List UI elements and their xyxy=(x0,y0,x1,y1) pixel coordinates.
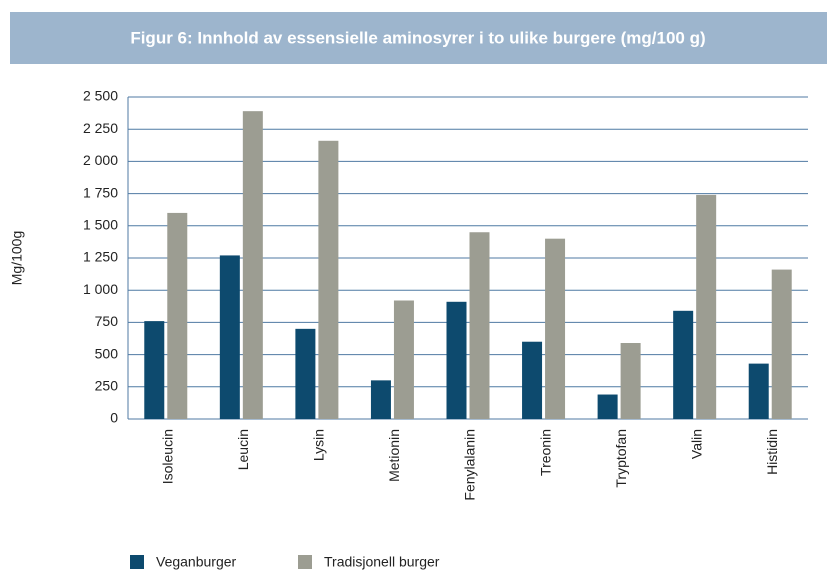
bar xyxy=(771,269,792,419)
chart-title: Figur 6: Innhold av essensielle aminosyr… xyxy=(130,28,705,47)
bar xyxy=(620,343,641,419)
x-tick-label: Metionin xyxy=(386,429,402,482)
y-tick-label: 2 250 xyxy=(83,120,118,136)
legend-label: Veganburger xyxy=(156,554,237,570)
y-tick-label: 1 250 xyxy=(83,249,118,265)
y-tick-label: 1 500 xyxy=(83,217,118,233)
bar xyxy=(318,140,339,420)
x-tick-label: Lysin xyxy=(311,429,327,461)
bar xyxy=(393,300,414,419)
x-tick-label: Tryptofan xyxy=(613,429,629,488)
title-banner xyxy=(10,12,827,64)
y-tick-label: 2 000 xyxy=(83,152,118,168)
bar xyxy=(522,341,543,419)
bar xyxy=(446,301,467,419)
bar xyxy=(696,194,717,419)
bar xyxy=(673,310,694,419)
bar xyxy=(469,232,490,419)
bar xyxy=(545,238,566,419)
bar xyxy=(748,363,769,419)
x-tick-label: Fenylalanin xyxy=(462,429,478,501)
x-tick-label: Isoleucin xyxy=(159,429,175,484)
legend-label: Tradisjonell burger xyxy=(324,554,440,570)
y-tick-label: 0 xyxy=(110,410,118,426)
y-tick-label: 2 500 xyxy=(83,88,118,104)
legend-swatch xyxy=(130,555,144,569)
bar xyxy=(370,380,391,419)
y-tick-label: 1 750 xyxy=(83,184,118,200)
bar xyxy=(295,328,316,419)
bar xyxy=(144,321,165,419)
bar xyxy=(219,255,240,419)
y-tick-label: 750 xyxy=(95,313,119,329)
y-tick-label: 250 xyxy=(95,378,119,394)
y-tick-label: 500 xyxy=(95,345,119,361)
x-tick-label: Valin xyxy=(688,429,704,459)
x-tick-label: Histidin xyxy=(764,429,780,475)
bar xyxy=(597,394,618,419)
x-tick-label: Treonin xyxy=(537,429,553,476)
y-tick-label: 1 000 xyxy=(83,281,118,297)
bar xyxy=(242,111,263,419)
x-tick-label: Leucin xyxy=(235,429,251,470)
legend-swatch xyxy=(298,555,312,569)
bar xyxy=(167,212,188,419)
y-axis-label: Mg/100g xyxy=(9,231,25,285)
